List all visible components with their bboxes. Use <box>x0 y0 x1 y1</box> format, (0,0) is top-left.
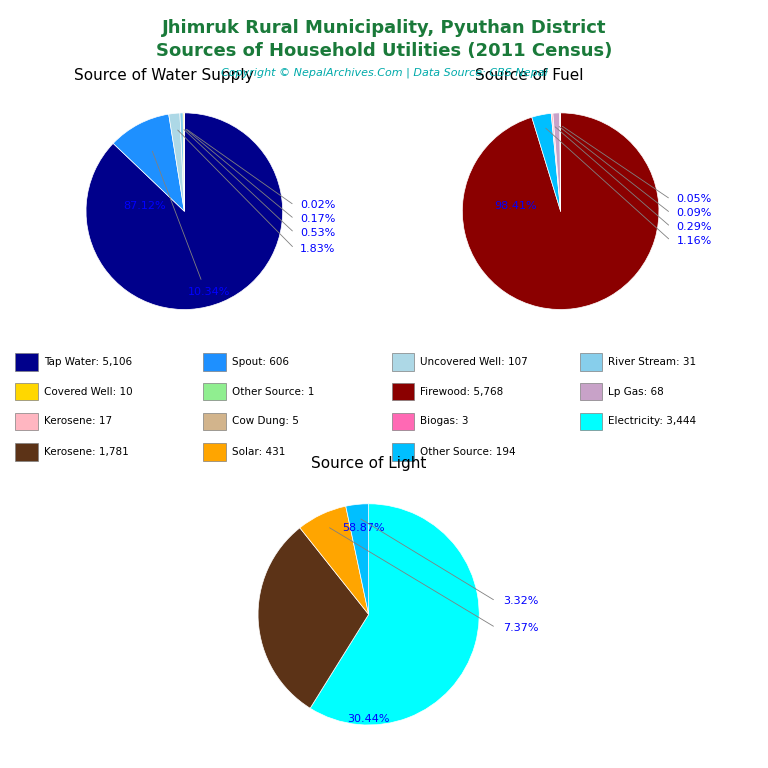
Text: Other Source: 194: Other Source: 194 <box>420 447 516 457</box>
Text: 87.12%: 87.12% <box>124 201 166 211</box>
Bar <box>204 412 226 430</box>
Text: 10.34%: 10.34% <box>187 286 230 296</box>
Bar <box>15 383 38 400</box>
Bar <box>15 443 38 461</box>
Bar <box>580 353 602 371</box>
Text: Kerosene: 17: Kerosene: 17 <box>44 416 112 426</box>
Wedge shape <box>310 504 479 725</box>
Text: Covered Well: 10: Covered Well: 10 <box>44 386 132 397</box>
Bar <box>15 412 38 430</box>
Text: Solar: 431: Solar: 431 <box>232 447 286 457</box>
Bar <box>392 412 414 430</box>
Wedge shape <box>346 504 369 614</box>
Bar <box>580 412 602 430</box>
Text: 1.16%: 1.16% <box>677 236 712 246</box>
Text: 0.53%: 0.53% <box>300 228 336 238</box>
Text: Electricity: 3,444: Electricity: 3,444 <box>608 416 697 426</box>
Bar <box>204 353 226 371</box>
Text: Biogas: 3: Biogas: 3 <box>420 416 468 426</box>
Text: 0.29%: 0.29% <box>677 222 712 232</box>
Wedge shape <box>113 114 184 211</box>
Text: 0.09%: 0.09% <box>677 208 712 218</box>
Wedge shape <box>180 113 184 211</box>
Bar <box>392 443 414 461</box>
Text: 0.02%: 0.02% <box>300 200 336 210</box>
Wedge shape <box>169 113 184 211</box>
Text: Uncovered Well: 107: Uncovered Well: 107 <box>420 357 528 367</box>
Text: 0.17%: 0.17% <box>300 214 336 224</box>
Text: Firewood: 5,768: Firewood: 5,768 <box>420 386 503 397</box>
Text: Sources of Household Utilities (2011 Census): Sources of Household Utilities (2011 Cen… <box>156 42 612 60</box>
Bar <box>15 353 38 371</box>
Wedge shape <box>300 506 369 614</box>
Text: Tap Water: 5,106: Tap Water: 5,106 <box>44 357 132 367</box>
Text: 30.44%: 30.44% <box>347 714 390 724</box>
Wedge shape <box>560 113 561 211</box>
Wedge shape <box>551 113 561 211</box>
Wedge shape <box>183 113 184 211</box>
Wedge shape <box>86 113 283 310</box>
Text: 0.05%: 0.05% <box>677 194 712 204</box>
Bar <box>580 383 602 400</box>
Text: Lp Gas: 68: Lp Gas: 68 <box>608 386 664 397</box>
Bar <box>204 443 226 461</box>
Text: 3.32%: 3.32% <box>504 596 539 606</box>
Text: Source of Water Supply: Source of Water Supply <box>74 68 253 83</box>
Wedge shape <box>553 113 561 211</box>
Text: Other Source: 1: Other Source: 1 <box>232 386 314 397</box>
Text: Copyright © NepalArchives.Com | Data Source: CBS Nepal: Copyright © NepalArchives.Com | Data Sou… <box>220 68 548 78</box>
Text: Cow Dung: 5: Cow Dung: 5 <box>232 416 299 426</box>
Text: Source of Fuel: Source of Fuel <box>475 68 583 83</box>
Text: 98.41%: 98.41% <box>494 201 536 211</box>
Text: Spout: 606: Spout: 606 <box>232 357 289 367</box>
Text: 7.37%: 7.37% <box>504 623 539 633</box>
Title: Source of Light: Source of Light <box>311 456 426 471</box>
Wedge shape <box>531 114 561 211</box>
Wedge shape <box>258 528 369 708</box>
Text: Jhimruk Rural Municipality, Pyuthan District: Jhimruk Rural Municipality, Pyuthan Dist… <box>162 19 606 37</box>
Wedge shape <box>462 113 659 310</box>
Text: 1.83%: 1.83% <box>300 243 336 253</box>
Text: 58.87%: 58.87% <box>342 523 385 533</box>
Text: River Stream: 31: River Stream: 31 <box>608 357 697 367</box>
Bar <box>204 383 226 400</box>
Text: Kerosene: 1,781: Kerosene: 1,781 <box>44 447 128 457</box>
Bar <box>392 353 414 371</box>
Bar <box>392 383 414 400</box>
